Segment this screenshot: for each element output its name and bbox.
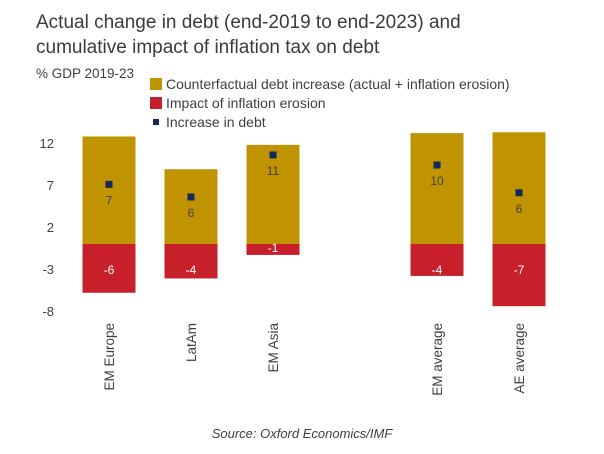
title-line-2: cumulative impact of inflation tax on de… [36,37,380,58]
data-label-increase: 6 [516,202,523,216]
bar-inflation-erosion [492,244,546,307]
y-tick-label: 7 [47,178,54,193]
bar-inflation-erosion [82,244,136,293]
source-note: Source: Oxford Economics/IMF [211,426,393,441]
marker-increase-in-debt [515,189,523,197]
data-label-erosion: -4 [432,263,443,277]
data-label-increase: 10 [430,174,444,188]
legend-label: Counterfactual debt increase (actual + i… [166,76,510,92]
y-tick-label: 12 [40,136,54,151]
data-label-erosion: -4 [186,263,197,277]
data-label-erosion: -1 [268,241,279,255]
chart-title: Actual change in debt (end-2019 to end-2… [36,10,596,60]
bar-counterfactual [246,144,300,244]
legend-label: Increase in debt [166,114,266,130]
bar-inflation-erosion [164,244,218,279]
x-category-label: LatAm [184,323,199,362]
legend: Counterfactual debt increase (actual + i… [150,76,510,130]
marker-increase-in-debt [269,151,277,159]
data-label-increase: 7 [106,193,113,207]
data-label-increase: 11 [267,164,280,178]
legend-label: Impact of inflation erosion [166,95,326,111]
x-category-label: AE average [512,323,527,394]
y-axis-unit-label: % GDP 2019-23 [36,66,135,81]
data-label-erosion: -7 [514,263,525,277]
y-tick-label: -8 [42,304,54,319]
bar-counterfactual [82,136,136,244]
legend-swatch [150,97,162,109]
legend-swatch [150,78,162,90]
bar-inflation-erosion [246,244,300,255]
data-label-increase: 6 [188,206,195,220]
y-tick-label: -3 [42,262,54,277]
marker-increase-in-debt [187,193,195,201]
bar-counterfactual [164,169,218,244]
y-tick-label: 2 [47,220,54,235]
bar-counterfactual [410,133,464,244]
marker-increase-in-debt [433,161,441,169]
bar-counterfactual [492,132,546,244]
marker-increase-in-debt [105,180,113,188]
x-category-label: EM Europe [102,323,117,391]
x-category-label: EM Asia [266,323,281,373]
x-category-label: EM average [430,323,445,396]
data-label-erosion: -6 [104,263,115,277]
bar-inflation-erosion [410,244,464,276]
legend-swatch-increase [153,119,159,125]
title-line-1: Actual change in debt (end-2019 to end-2… [36,12,461,33]
